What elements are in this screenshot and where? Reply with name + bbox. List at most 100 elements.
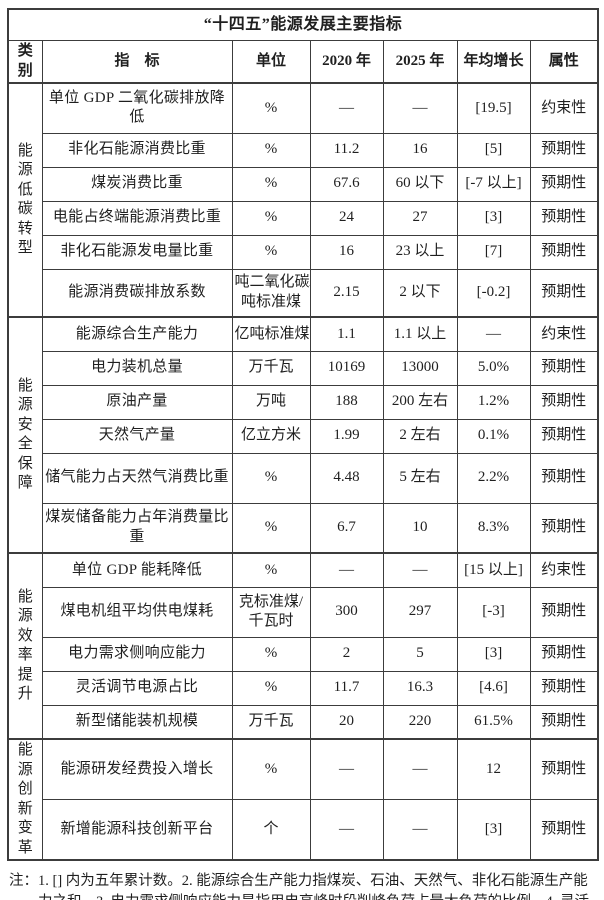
attribute-cell: 预期性: [529, 452, 599, 504]
value-2025-cell: 297: [382, 586, 458, 638]
col-header-growth: 年均增长: [456, 40, 531, 84]
title-row: “十四五”能源发展主要指标: [7, 8, 599, 41]
attribute-cell: 预期性: [529, 502, 599, 554]
growth-cell: 1.2%: [456, 384, 531, 420]
unit-cell: 万千瓦: [231, 350, 311, 386]
value-2020-cell: —: [309, 738, 384, 800]
category-cell: 能源效率提升: [7, 552, 43, 740]
attribute-cell: 预期性: [529, 636, 599, 672]
growth-cell: [-0.2]: [456, 268, 531, 318]
indicator-cell: 原油产量: [41, 384, 233, 420]
col-header-unit: 单位: [231, 40, 311, 84]
category-cell: 能源安全保障: [7, 316, 43, 554]
indicator-cell: 非化石能源消费比重: [41, 132, 233, 168]
growth-cell: 8.3%: [456, 502, 531, 554]
value-2025-cell: 16.3: [382, 670, 458, 706]
col-header-category: 类别: [7, 40, 43, 84]
unit-cell: %: [231, 82, 311, 134]
attribute-cell: 预期性: [529, 670, 599, 706]
table-row: 能源安全保障 能源综合生产能力 亿吨标准煤 1.1 1.1 以上 — 约束性: [7, 316, 599, 554]
table-row: 非化石能源消费比重 % 11.2 16 [5] 预期性: [8, 132, 599, 168]
table-row: 能源效率提升 单位 GDP 能耗降低 % — — [15 以上] 约束性: [7, 552, 599, 740]
category-cell: 能源低碳转型: [7, 82, 43, 318]
value-2025-cell: 200 左右: [382, 384, 458, 420]
indicator-cell: 能源消费碳排放系数: [41, 268, 233, 318]
table-row: 灵活调节电源占比 % 11.7 16.3 [4.6] 预期性: [8, 670, 599, 706]
growth-cell: [5]: [456, 132, 531, 168]
attribute-cell: 预期性: [529, 704, 599, 740]
value-2020-cell: 1.99: [309, 418, 384, 454]
unit-cell: 亿立方米: [231, 418, 311, 454]
value-2020-cell: 67.6: [309, 166, 384, 202]
value-2020-cell: 11.2: [309, 132, 384, 168]
table-row: 能源创新变革 能源研发经费投入增长 % — — 12 预期性: [7, 738, 599, 861]
indicator-cell: 储气能力占天然气消费比重: [41, 452, 233, 504]
table-row: 能源消费碳排放系数 吨二氧化碳/吨标准煤 2.15 2 以下 [-0.2] 预期…: [8, 268, 599, 318]
growth-cell: [19.5]: [456, 82, 531, 134]
growth-cell: [3]: [456, 636, 531, 672]
footnote: 注： 1. [] 内为五年累计数。2. 能源综合生产能力指煤炭、石油、天然气、非…: [7, 871, 597, 900]
value-2020-cell: 20: [309, 704, 384, 740]
value-2025-cell: 220: [382, 704, 458, 740]
growth-cell: [15 以上]: [456, 552, 531, 588]
value-2025-cell: —: [382, 552, 458, 588]
unit-cell: %: [231, 132, 311, 168]
col-header-2025: 2025 年: [382, 40, 458, 84]
value-2025-cell: 2 左右: [382, 418, 458, 454]
indicator-cell: 灵活调节电源占比: [41, 670, 233, 706]
value-2025-cell: 27: [382, 200, 458, 236]
attribute-cell: 预期性: [529, 350, 599, 386]
value-2020-cell: 6.7: [309, 502, 384, 554]
growth-cell: [7]: [456, 234, 531, 270]
growth-cell: [3]: [456, 200, 531, 236]
indicator-cell: 煤炭消费比重: [41, 166, 233, 202]
unit-cell: 克标准煤/千瓦时: [231, 586, 311, 638]
growth-cell: 61.5%: [456, 704, 531, 740]
unit-cell: 个: [231, 799, 311, 861]
unit-cell: %: [231, 166, 311, 202]
indicator-cell: 电能占终端能源消费比重: [41, 200, 233, 236]
table-row: 能源低碳转型 单位 GDP 二氧化碳排放降低 % — — [19.5] 约束性: [7, 82, 599, 318]
unit-cell: %: [231, 200, 311, 236]
value-2020-cell: —: [309, 799, 384, 861]
indicator-cell: 天然气产量: [41, 418, 233, 454]
col-header-2020: 2020 年: [309, 40, 384, 84]
indicator-cell: 电力装机总量: [41, 350, 233, 386]
attribute-cell: 约束性: [529, 316, 599, 352]
value-2020-cell: 16: [309, 234, 384, 270]
attribute-cell: 预期性: [529, 738, 599, 800]
indicator-cell: 煤电机组平均供电煤耗: [41, 586, 233, 638]
value-2020-cell: 10169: [309, 350, 384, 386]
table-row: 电力装机总量 万千瓦 10169 13000 5.0% 预期性: [8, 350, 599, 386]
value-2020-cell: 4.48: [309, 452, 384, 504]
indicator-cell: 新型储能装机规模: [41, 704, 233, 740]
indicator-cell: 单位 GDP 二氧化碳排放降低: [41, 82, 233, 134]
indicator-cell: 能源研发经费投入增长: [41, 738, 233, 800]
value-2020-cell: 11.7: [309, 670, 384, 706]
unit-cell: 万吨: [231, 384, 311, 420]
category-cell: 能源创新变革: [7, 738, 43, 861]
attribute-cell: 预期性: [529, 799, 599, 861]
unit-cell: %: [231, 234, 311, 270]
attribute-cell: 约束性: [529, 552, 599, 588]
unit-cell: %: [231, 670, 311, 706]
unit-cell: %: [231, 738, 311, 800]
header-row: 类别 指 标 单位 2020 年 2025 年 年均增长 属性: [7, 40, 599, 84]
growth-cell: [-3]: [456, 586, 531, 638]
attribute-cell: 预期性: [529, 234, 599, 270]
value-2025-cell: 2 以下: [382, 268, 458, 318]
col-header-attribute: 属性: [529, 40, 599, 84]
growth-cell: 12: [456, 738, 531, 800]
table-row: 煤炭储备能力占年消费量比重 % 6.7 10 8.3% 预期性: [8, 502, 599, 554]
indicators-table: “十四五”能源发展主要指标 类别 指 标 单位 2020 年 2025 年 年均…: [7, 8, 600, 861]
attribute-cell: 约束性: [529, 82, 599, 134]
value-2020-cell: 2: [309, 636, 384, 672]
attribute-cell: 预期性: [529, 132, 599, 168]
value-2025-cell: —: [382, 82, 458, 134]
growth-cell: —: [456, 316, 531, 352]
indicator-cell: 煤炭储备能力占年消费量比重: [41, 502, 233, 554]
footnote-text: 1. [] 内为五年累计数。2. 能源综合生产能力指煤炭、石油、天然气、非化石能…: [38, 873, 589, 900]
unit-cell: 吨二氧化碳/吨标准煤: [231, 268, 311, 318]
value-2025-cell: 5 左右: [382, 452, 458, 504]
growth-cell: 2.2%: [456, 452, 531, 504]
